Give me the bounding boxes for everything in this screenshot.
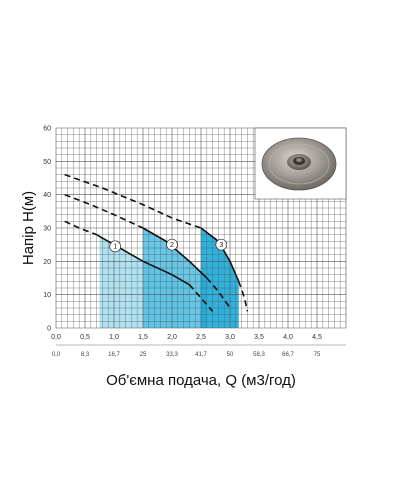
x-axis-title: Об'ємна подача, Q (м3/год) [106,372,296,389]
pump-curves [64,173,249,312]
q-tick-label: 66,7 [282,352,294,358]
q-tick-label: 33,3 [166,352,178,358]
q-tick-label: 8,3 [81,352,90,358]
y-tick-label: 60 [43,126,51,133]
curve-3-dashed-right [237,281,249,312]
q-tick-label: 50 [227,352,234,358]
q-tick-label: 0,0 [52,352,61,358]
curve-3-dashed-left [64,173,202,229]
q-tick-label: 41,7 [195,352,207,358]
band-3 [201,228,239,328]
curve-markers: 1 2 3 [109,238,228,253]
curve-2-solid [142,227,208,279]
x-tick-label: 3,0 [225,334,235,341]
curve-marker-3 [215,238,228,251]
x-tick-label: 4,0 [283,334,293,341]
curve-label-3: 3 [219,242,223,249]
q-tick-label: 58,3 [253,352,265,358]
curve-label-1: 1 [113,244,117,251]
band-2 [143,228,207,328]
y-tick-label: 0 [47,326,51,333]
impeller-photo-icon [261,137,337,191]
y-axis-title: Напір Н(м) [20,191,37,265]
x-tick-label: 3,5 [254,334,264,341]
y-tick-label: 10 [43,292,51,299]
curve-3-solid [200,227,240,282]
curve-1-dashed-left [64,220,97,236]
curve-1-solid [96,233,190,286]
y-axis-ticks: 0 10 20 30 40 50 60 [43,126,51,333]
curve-1-dashed-right [188,284,214,312]
q-tick-label: 16,7 [108,352,120,358]
y-tick-label: 30 [43,226,51,233]
curve-marker-2 [166,238,178,251]
x-tick-label: 4,5 [312,334,322,341]
curve-marker-1 [109,240,122,253]
y-tick-label: 40 [43,192,51,199]
x-tick-label: 0,5 [80,334,90,341]
x-tick-label: 2,0 [167,334,177,341]
x-tick-label: 2,5 [196,334,206,341]
chart-grid [55,127,347,329]
curve-2-dashed-right [206,277,231,309]
curve-2-dashed-left [64,193,144,229]
x-axis-ticks: 0,0 0,5 1,0 1,5 2,0 2,5 3,0 3,5 4,0 4,5 [51,334,322,341]
x-tick-label: 1,5 [138,334,148,341]
x-tick-label: 1,0 [109,334,119,341]
curve-label-2: 2 [170,242,174,249]
q-tick-label: 75 [314,352,321,358]
operating-range-bands [99,228,239,328]
x-tick-label: 0,0 [51,334,61,341]
y-tick-label: 20 [43,259,51,266]
q-axis-ticks: 0,0 8,3 16,7 25 33,3 41,7 50 58,3 66,7 75 [52,352,321,358]
impeller-inset [254,127,347,200]
y-tick-label: 50 [43,159,51,166]
q-tick-label: 25 [140,352,147,358]
